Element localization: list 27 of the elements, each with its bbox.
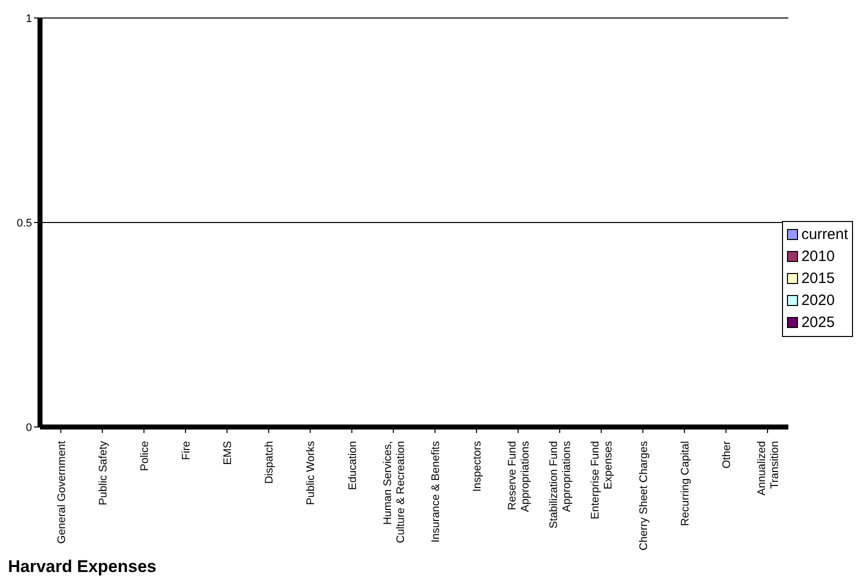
x-tick-label: Enterprise Fund Expenses (590, 440, 615, 520)
x-tick-label: Annualized Transition (756, 441, 782, 496)
x-tick-label: EMS (222, 441, 234, 465)
y-tick-label: 0.5 (16, 217, 32, 230)
x-tick-label: Recurring Capital (679, 441, 692, 526)
x-tick-label: Public Safety (97, 440, 110, 506)
x-tick-label: Education (346, 441, 359, 490)
x-tick-label: Reserve Fund Appropriations (506, 440, 532, 512)
x-tick-label: Dispatch (264, 441, 276, 484)
y-tick-label: 0 (26, 422, 32, 434)
x-tick-label: Public Works (305, 440, 318, 505)
x-tick-label: Stabilization Fund Appropriations (548, 440, 574, 528)
x-tick-label: Cherry Sheet Charges (638, 440, 650, 550)
y-tick-label: 1 (26, 12, 32, 25)
x-tick-label: Insurance & Benefits (430, 440, 442, 543)
legend-label: 2010 (801, 246, 835, 266)
text: Harvard Expenses (8, 557, 156, 577)
x-tick-label: Fire (180, 441, 193, 460)
x-tick-label: Other (720, 440, 733, 469)
legend-label: 2025 (801, 312, 835, 332)
x-tick-label: General Government (56, 441, 68, 544)
legend-label: 2020 (801, 290, 835, 310)
legend-label: current (801, 224, 848, 244)
x-tick-label: Inspectors (472, 440, 484, 492)
x-tick-label: Police (138, 441, 151, 471)
x-tick-label: Human Services, Culture & Recreation (382, 441, 407, 544)
legend-label: 2015 (801, 268, 835, 288)
